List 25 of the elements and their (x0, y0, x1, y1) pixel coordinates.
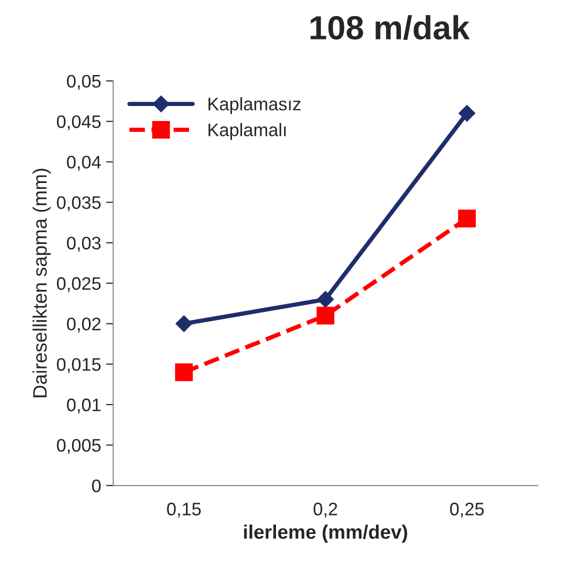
y-tick-label: 0,035 (56, 196, 101, 212)
legend-label: Kaplamasız (208, 97, 301, 114)
y-tick-label: 0,05 (66, 74, 101, 90)
y-tick-label: 0,02 (66, 318, 100, 333)
y-axis-title: Dairesellikten sapma (mm) (32, 168, 51, 398)
point (458, 210, 476, 228)
y-tick-label: 0,04 (66, 156, 101, 171)
point (316, 306, 334, 324)
x-tick-label: 0,2 (314, 502, 338, 518)
y-tick-label: 0,005 (56, 438, 101, 454)
y-tick-label: 0,01 (66, 398, 101, 414)
point (175, 363, 193, 382)
y-tick-label: 0,045 (56, 115, 101, 130)
y-tick-label: 0,03 (66, 236, 101, 252)
legend-label: Kaplamalı (208, 123, 286, 140)
y-tick-label: 0 (92, 479, 101, 492)
point (176, 315, 192, 332)
y-tick-label: 0,025 (56, 277, 101, 292)
x-tick-label: 0,25 (450, 502, 484, 518)
chart-title: 108 m/dak (310, 15, 470, 40)
point (458, 104, 476, 122)
x-tick-label: 0,15 (167, 502, 201, 518)
point (317, 291, 334, 308)
x-axis-title: ilerleme (mm/dev) (244, 524, 408, 543)
y-tick-label: 0,015 (56, 358, 101, 373)
